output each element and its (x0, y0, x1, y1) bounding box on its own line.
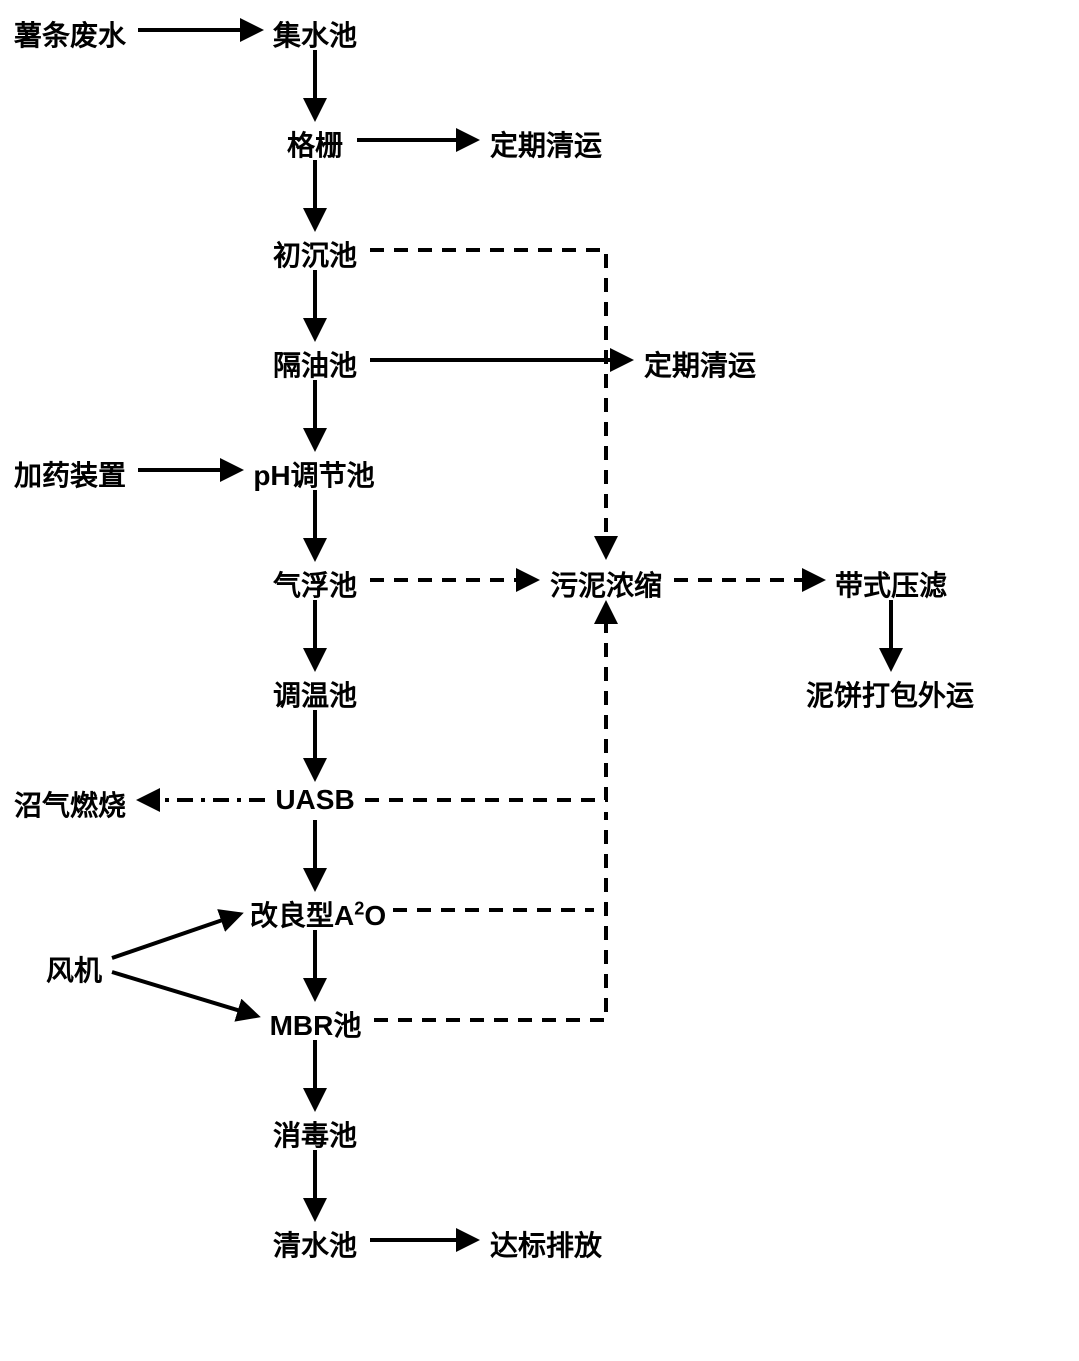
node-a2o: 改良型A2O (250, 894, 385, 934)
node-haul2: 定期清运 (640, 344, 760, 384)
edge-uasb-to-sludge (365, 604, 606, 800)
node-flotation: 气浮池 (270, 564, 360, 604)
node-discharge: 达标排放 (486, 1224, 606, 1264)
node-clearwater: 清水池 (270, 1224, 360, 1264)
node-uasb: UASB (275, 784, 355, 816)
node-disinfect: 消毒池 (270, 1114, 360, 1154)
node-haul1: 定期清运 (486, 124, 606, 164)
node-fan: 风机 (44, 949, 104, 989)
node-oil: 隔油池 (270, 344, 360, 384)
node-ph: pH调节池 (249, 454, 379, 494)
node-beltpress: 带式压滤 (831, 564, 951, 604)
node-cake: 泥饼打包外运 (800, 674, 980, 714)
node-primary: 初沉池 (270, 234, 360, 274)
node-collect: 集水池 (270, 14, 360, 54)
node-biogas: 沼气燃烧 (10, 784, 130, 824)
node-temp: 调温池 (270, 674, 360, 714)
node-sludge: 污泥浓缩 (546, 564, 666, 604)
edge-primary-to-sludge (370, 250, 606, 556)
node-grid: 格栅 (285, 124, 345, 164)
node-mbr: MBR池 (267, 1004, 364, 1044)
node-dosing: 加药装置 (10, 454, 130, 494)
edge-fan-to-a2o (112, 914, 240, 958)
edge-fan-to-mbr (112, 972, 257, 1016)
edge-mbr-to-sludge (374, 812, 606, 1020)
node-wastewater: 薯条废水 (10, 14, 130, 54)
